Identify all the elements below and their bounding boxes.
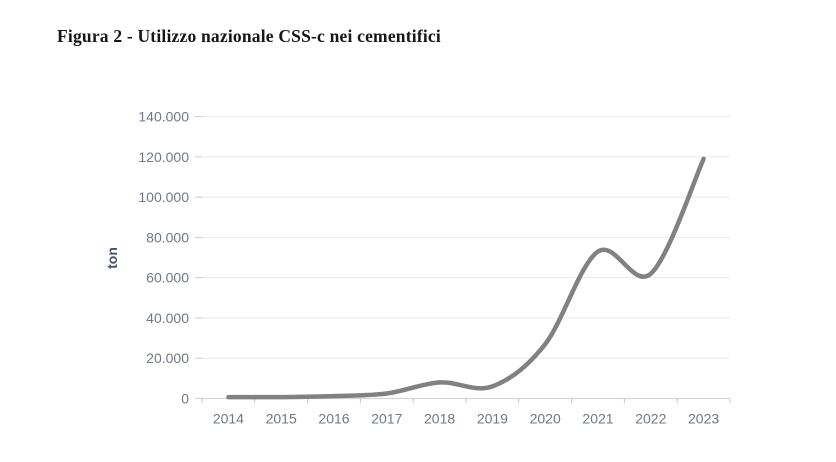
data-series-line <box>226 156 706 400</box>
y-tick-label: 60.000 <box>146 270 189 286</box>
figure-title: Figura 2 - Utilizzo nazionale CSS-c nei … <box>57 26 441 46</box>
y-tick-label: 0 <box>181 391 189 407</box>
x-tick-label: 2018 <box>424 411 455 427</box>
x-tick-label: 2017 <box>371 411 402 427</box>
y-tick-label: 100.000 <box>138 189 189 205</box>
y-tick-label: 120.000 <box>138 149 189 165</box>
y-tick-label: 80.000 <box>146 229 189 245</box>
x-tick-label: 2015 <box>266 411 297 427</box>
y-tick-label: 20.000 <box>146 350 189 366</box>
x-tick-label: 2014 <box>213 411 244 427</box>
x-tick-label: 2016 <box>318 411 349 427</box>
x-tick-label: 2019 <box>477 411 508 427</box>
x-tick-label: 2022 <box>635 411 666 427</box>
y-axis-title: ton <box>104 247 120 269</box>
x-tick-label: 2021 <box>582 411 613 427</box>
y-tick-label: 40.000 <box>146 310 189 326</box>
x-tick-label: 2023 <box>688 411 719 427</box>
x-tick-label: 2020 <box>530 411 561 427</box>
y-tick-label: 140.000 <box>138 109 189 125</box>
